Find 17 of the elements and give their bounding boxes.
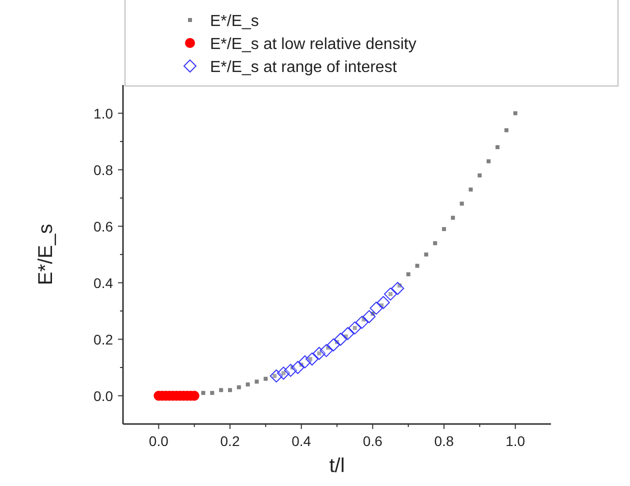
y-tick-label: 0.0 [94,388,114,404]
x-tick-label: 0.6 [362,433,383,449]
x-tick-label: 1.0 [506,433,526,449]
y-tick-label: 1.0 [94,105,114,122]
x-tick-label: 0.0 [148,433,169,449]
x-tick-label: 0.8 [434,433,454,449]
x-axis-title: t/l [329,455,345,477]
y-tick-label: 0.2 [94,331,114,348]
y-tick-label: 0.8 [94,162,114,178]
y-axis-title: E*/E_s [35,224,57,286]
legend-label: E*/E_s at low relative density [210,36,416,53]
legend-label: E*/E_s [210,13,259,30]
y-tick-label: 0.6 [94,218,114,234]
x-tick-label: 0.2 [220,433,240,449]
y-tick-label: 0.4 [94,274,114,291]
x-tick-label: 0.4 [292,433,312,449]
legend-label: E*/E_s at range of interest [210,59,398,76]
